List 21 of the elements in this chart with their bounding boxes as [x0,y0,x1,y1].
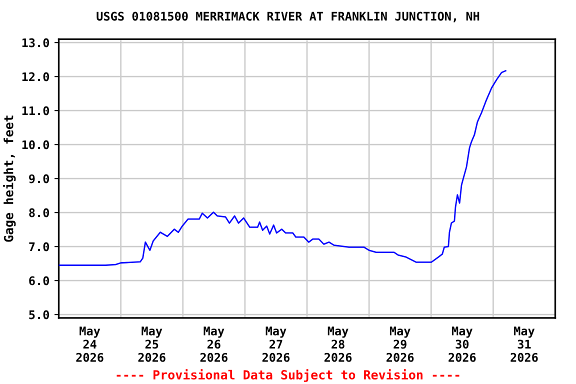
x-tick-label: May 28 2026 [324,326,352,362]
x-tick-label: May 25 2026 [138,326,166,362]
x-tick-label: May 26 2026 [200,326,228,362]
x-tick-label: May 29 2026 [386,326,414,362]
y-tick-label: 8.0 [29,208,50,218]
y-tick-label: 13.0 [22,38,50,48]
y-tick-label: 7.0 [29,242,50,252]
x-tick-label: May 24 2026 [76,326,104,362]
y-tick-label: 9.0 [29,174,50,184]
x-tick-label: May 27 2026 [262,326,290,362]
line-series [58,70,506,266]
x-tick-label: May 31 2026 [510,326,538,362]
y-tick-label: 6.0 [29,276,50,286]
y-tick-label: 11.0 [22,106,50,116]
x-tick-label: May 30 2026 [448,326,476,362]
y-axis-title: Gage height, feet [2,116,16,242]
y-tick-label: 12.0 [22,72,50,82]
text: ---- Provisional Data Subject to Revision ---- [116,369,460,382]
y-tick-label: 10.0 [22,140,50,150]
y-tick-label: 5.0 [29,310,50,320]
chart-title: USGS 01081500 MERRIMACK RIVER AT FRANKLIN JUNCTION, NH [96,12,480,22]
